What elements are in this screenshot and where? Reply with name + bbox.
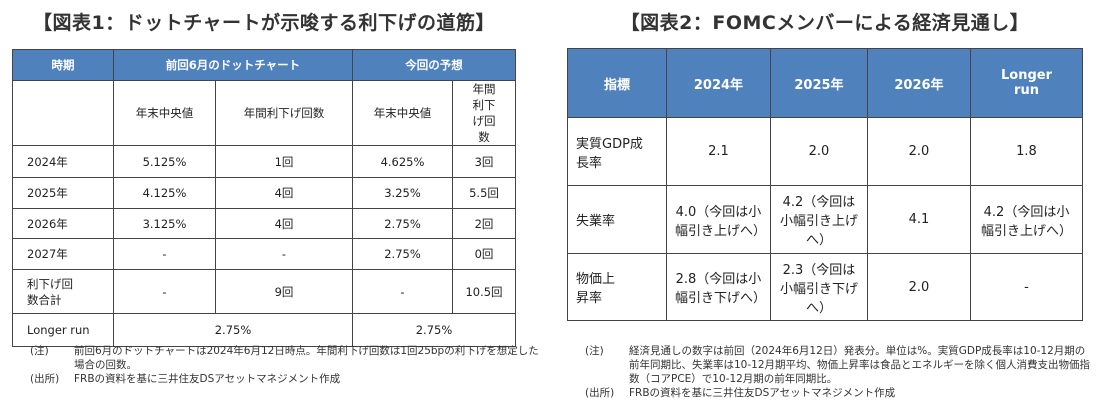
- note-text: 経済見通しの数字は前回（2024年6月12日）発表分。単位は%。実質GDP成長率…: [629, 345, 1091, 385]
- figure2-notes: (注) 経済見通しの数字は前回（2024年6月12日）発表分。単位は%。実質GDP…: [585, 344, 1090, 400]
- table-row: 2026年 3.125% 4回 2.75% 2回: [12, 208, 516, 239]
- cell: 4.2（今回は小幅引き上げへ）: [769, 185, 868, 254]
- note-label: (注): [30, 345, 49, 357]
- dot-chart-table: 時期 前回6月のドットチャート 今回の予想 年末中央値 年間利下げ回数 年末中央値 年間利…: [12, 49, 516, 347]
- cell: 2.0: [866, 253, 971, 321]
- cell: Longer run: [12, 313, 114, 347]
- cell: -: [113, 269, 216, 314]
- cell: 2.75%: [352, 238, 453, 270]
- cell: 1.8: [969, 117, 1084, 186]
- figure2-title: 【図表2：FOMCメンバーによる経済見通し】: [620, 12, 1030, 34]
- subheader: 年末中央値: [113, 80, 216, 146]
- cell: 2.8（今回は小幅引き下げへ）: [665, 253, 771, 321]
- cell: -: [969, 253, 1084, 321]
- cell: 2回: [452, 208, 516, 239]
- subheader: 年間利下げ回数: [452, 80, 516, 146]
- header: 指標: [567, 48, 667, 118]
- cell: 2026年: [12, 208, 114, 239]
- cell: 5.5回: [452, 177, 516, 209]
- cell: 10.5回: [452, 269, 516, 314]
- header-current: 今回の予想: [352, 49, 516, 81]
- cell: 3回: [452, 145, 516, 178]
- cell: 利下げ回数合計: [12, 269, 114, 314]
- cell: 4回: [215, 177, 353, 209]
- header: 2026年: [866, 48, 971, 118]
- cell: 4回: [215, 208, 353, 239]
- cell: 2.75%: [352, 313, 516, 347]
- cell: 2.75%: [113, 313, 353, 347]
- header-previous: 前回6月のドットチャート: [113, 49, 353, 81]
- subheader: 年間利下げ回数: [215, 80, 353, 146]
- cell: 2.0: [769, 117, 868, 186]
- header: 2024年: [665, 48, 771, 118]
- source-label: (出所): [585, 387, 615, 399]
- header: 2025年: [769, 48, 868, 118]
- cell: 2.0: [866, 117, 971, 186]
- cell: 4.125%: [113, 177, 216, 209]
- cell: 4.0（今回は小幅引き上げへ）: [665, 185, 771, 254]
- cell: 0回: [452, 238, 516, 270]
- header-period: 時期: [12, 49, 114, 81]
- cell: 2024年: [12, 145, 114, 178]
- cell: 実質GDP成長率: [567, 117, 667, 186]
- cell: 1回: [215, 145, 353, 178]
- table-row: 2027年 - -2.75% 0回: [12, 238, 516, 270]
- source-text: FRBの資料を基に三井住友DSアセットマネジメント作成: [629, 387, 896, 399]
- header: Longer run: [969, 48, 1084, 118]
- cell: 物価上昇率: [567, 253, 667, 321]
- table-row: 2025年 4.125% 4回 3.25% 5.5回: [12, 177, 516, 209]
- table-row: 実質GDP成長率 2.1 2.0 2.0 1.8: [567, 117, 1084, 186]
- cell: 3.125%: [113, 208, 216, 239]
- cell: 4.1: [866, 185, 971, 254]
- table-row: 2024年 5.125% 1回 4.625% 3回: [12, 145, 516, 178]
- table-row: 失業率 4.0（今回は小幅引き上げへ） 4.2（今回は小幅引き上げへ） 4.1 4.2（…: [567, 185, 1084, 254]
- figure1-notes: (注) 前回6月のドットチャートは2024年6月12日時点。年間利下げ回数は1回2…: [30, 344, 540, 386]
- table-row: Longer run 2.75% 2.75%: [12, 313, 516, 347]
- source-text: FRBの資料を基に三井住友DSアセットマネジメント作成: [74, 373, 341, 385]
- table-row: 物価上昇率 2.8（今回は小幅引き下げへ） 2.3（今回は小幅引き下げへ） 2.0-: [567, 253, 1084, 321]
- cell: 2.3（今回は小幅引き下げへ）: [769, 253, 868, 321]
- cell: 3.25%: [352, 177, 453, 209]
- figure1-title: 【図表1：ドットチャートが示唆する利下げの道筋】: [32, 12, 496, 34]
- cell: 2.1: [665, 117, 771, 186]
- cell: 4.625%: [352, 145, 453, 178]
- empty-cell: [12, 80, 114, 146]
- cell: -: [215, 238, 353, 270]
- cell: 9回: [215, 269, 353, 314]
- subheader: 年末中央値: [352, 80, 453, 146]
- cell: -: [113, 238, 216, 270]
- note-text: 前回6月のドットチャートは2024年6月12日時点。年間利下げ回数は1回25bp…: [74, 345, 539, 371]
- note-label: (注): [585, 345, 604, 357]
- cell: 失業率: [567, 185, 667, 254]
- source-label: (出所): [30, 373, 60, 385]
- table-row: 利下げ回数合計 -9回 -10.5回: [12, 269, 516, 314]
- cell: 2027年: [12, 238, 114, 270]
- economic-projections-table: 指標 2024年 2025年 2026年 Longer run 実質GDP成長率 2.1 2…: [567, 48, 1084, 321]
- cell: 2025年: [12, 177, 114, 209]
- cell: 5.125%: [113, 145, 216, 178]
- cell: 2.75%: [352, 208, 453, 239]
- cell: 4.2（今回は小幅引き上げへ）: [969, 185, 1084, 254]
- cell: -: [352, 269, 453, 314]
